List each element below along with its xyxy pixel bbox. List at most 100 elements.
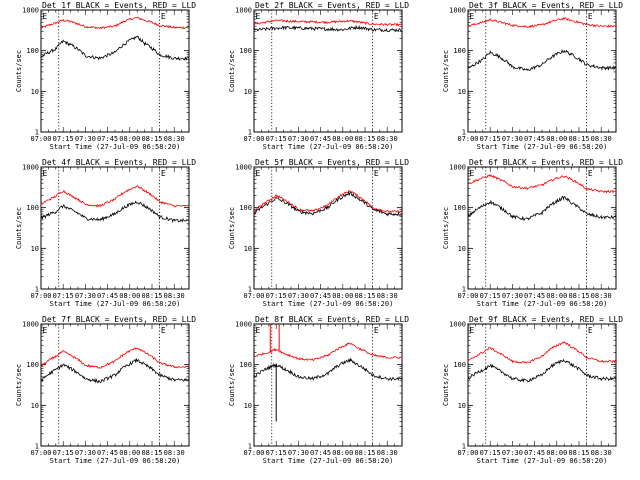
x-tick-label: 07:15 bbox=[53, 135, 74, 143]
x-tick-label: 07:15 bbox=[480, 135, 501, 143]
x-tick-label: 08:00 bbox=[546, 292, 567, 300]
e-annotation: E bbox=[161, 326, 166, 335]
y-tick-label: 10 bbox=[31, 245, 39, 253]
x-tick-label: 08:30 bbox=[591, 292, 612, 300]
detector-panel-4: Det 4f BLACK = Events, RED = LLD 1 10 100 10… bbox=[15, 158, 196, 308]
x-tick-label: 08:30 bbox=[377, 135, 398, 143]
x-tick-label: 08:15 bbox=[568, 449, 589, 457]
y-tick-label: 1000 bbox=[22, 7, 39, 15]
y-axis-label: Counts/sec bbox=[228, 207, 236, 249]
y-tick-label: 1000 bbox=[22, 321, 39, 329]
x-tick-label: 07:30 bbox=[502, 292, 523, 300]
x-axis-label: Start Time (27-Jul-09 06:58:20) bbox=[263, 457, 394, 465]
y-tick-label: 1 bbox=[462, 129, 466, 137]
lld-series-line bbox=[253, 19, 403, 27]
x-axis-label: Start Time (27-Jul-09 06:58:20) bbox=[477, 300, 608, 308]
y-tick-label: 1000 bbox=[22, 164, 39, 172]
x-tick-label: 08:30 bbox=[164, 135, 185, 143]
x-axis-label: Start Time (27-Jul-09 06:58:20) bbox=[50, 300, 181, 308]
e-annotation: E bbox=[161, 12, 166, 21]
y-tick-label: 1 bbox=[248, 286, 252, 294]
x-tick-label: 07:45 bbox=[524, 135, 545, 143]
events-series-line bbox=[467, 48, 617, 71]
events-series-line bbox=[253, 357, 403, 382]
detector-panel-6: Det 6f BLACK = Events, RED = LLD 1 10 100 10… bbox=[442, 158, 623, 308]
lld-series-line bbox=[253, 189, 403, 214]
y-tick-label: 10 bbox=[244, 88, 252, 96]
y-tick-label: 10 bbox=[31, 88, 39, 96]
e-annotation: E bbox=[470, 169, 475, 178]
x-tick-label: 07:45 bbox=[97, 292, 118, 300]
plot-frame bbox=[467, 323, 617, 447]
y-tick-label: 10 bbox=[458, 402, 466, 410]
x-tick-label: 07:30 bbox=[75, 449, 96, 457]
y-tick-label: 1 bbox=[35, 286, 39, 294]
x-tick-label: 07:00 bbox=[30, 449, 51, 457]
e-annotation: E bbox=[43, 12, 48, 21]
x-tick-label: 07:45 bbox=[524, 449, 545, 457]
detector-panel-7: Det 7f BLACK = Events, RED = LLD 1 10 100 10… bbox=[15, 315, 196, 465]
events-series-line bbox=[40, 357, 190, 384]
x-tick-label: 07:00 bbox=[457, 135, 478, 143]
y-tick-label: 10 bbox=[31, 402, 39, 410]
x-tick-label: 08:15 bbox=[354, 292, 375, 300]
x-tick-label: 07:30 bbox=[502, 449, 523, 457]
x-tick-label: 07:15 bbox=[480, 449, 501, 457]
x-tick-label: 08:30 bbox=[377, 449, 398, 457]
y-tick-label: 10 bbox=[244, 402, 252, 410]
y-tick-label: 10 bbox=[458, 245, 466, 253]
panel-title: Det 8f BLACK = Events, RED = LLD bbox=[255, 315, 409, 324]
events-series-line bbox=[40, 35, 190, 61]
x-tick-label: 08:00 bbox=[119, 292, 140, 300]
y-tick-label: 100 bbox=[26, 361, 39, 369]
x-tick-label: 07:15 bbox=[480, 292, 501, 300]
lld-series-line bbox=[40, 347, 190, 369]
y-tick-label: 1000 bbox=[235, 7, 252, 15]
x-tick-label: 08:15 bbox=[568, 292, 589, 300]
y-axis-label: Counts/sec bbox=[15, 207, 23, 249]
lld-series-line bbox=[467, 17, 617, 28]
x-tick-label: 07:15 bbox=[266, 449, 287, 457]
y-axis-label: Counts/sec bbox=[442, 364, 450, 406]
events-series-line bbox=[467, 358, 617, 383]
e-annotation: E bbox=[374, 169, 379, 178]
x-tick-label: 08:30 bbox=[377, 292, 398, 300]
y-axis-label: Counts/sec bbox=[442, 207, 450, 249]
x-tick-label: 07:45 bbox=[524, 292, 545, 300]
y-tick-label: 100 bbox=[26, 47, 39, 55]
e-annotation: E bbox=[588, 12, 593, 21]
detector-panel-1: Det 1f BLACK = Events, RED = LLD 1 10 100 10… bbox=[15, 1, 196, 151]
detector-panel-8: Det 8f BLACK = Events, RED = LLD 1 10 100 10… bbox=[228, 315, 409, 465]
x-tick-label: 07:45 bbox=[97, 135, 118, 143]
x-tick-label: 08:15 bbox=[354, 135, 375, 143]
x-tick-label: 08:30 bbox=[591, 135, 612, 143]
lld-series-line bbox=[40, 184, 190, 208]
e-annotation: E bbox=[588, 326, 593, 335]
panel-title: Det 9f BLACK = Events, RED = LLD bbox=[469, 315, 623, 324]
plot-frame bbox=[40, 323, 190, 447]
events-series-line bbox=[253, 24, 403, 33]
y-axis-label: Counts/sec bbox=[228, 364, 236, 406]
y-tick-label: 100 bbox=[239, 47, 252, 55]
e-annotation: E bbox=[256, 326, 261, 335]
e-annotation: E bbox=[588, 169, 593, 178]
e-annotation: E bbox=[256, 12, 261, 21]
x-tick-label: 08:30 bbox=[591, 449, 612, 457]
y-tick-label: 100 bbox=[26, 204, 39, 212]
y-tick-label: 1000 bbox=[449, 321, 466, 329]
plot-frame bbox=[253, 166, 403, 290]
x-tick-label: 08:15 bbox=[354, 449, 375, 457]
x-axis-label: Start Time (27-Jul-09 06:58:20) bbox=[50, 457, 181, 465]
x-tick-label: 08:00 bbox=[332, 449, 353, 457]
e-annotation: E bbox=[470, 12, 475, 21]
panel-title: Det 6f BLACK = Events, RED = LLD bbox=[469, 158, 623, 167]
y-tick-label: 1000 bbox=[235, 164, 252, 172]
x-tick-label: 07:45 bbox=[310, 135, 331, 143]
x-tick-label: 08:15 bbox=[141, 449, 162, 457]
x-tick-label: 08:30 bbox=[164, 292, 185, 300]
x-tick-label: 08:00 bbox=[332, 135, 353, 143]
y-tick-label: 1 bbox=[462, 443, 466, 451]
y-tick-label: 100 bbox=[453, 204, 466, 212]
x-axis-label: Start Time (27-Jul-09 06:58:20) bbox=[477, 457, 608, 465]
x-axis-label: Start Time (27-Jul-09 06:58:20) bbox=[263, 300, 394, 308]
